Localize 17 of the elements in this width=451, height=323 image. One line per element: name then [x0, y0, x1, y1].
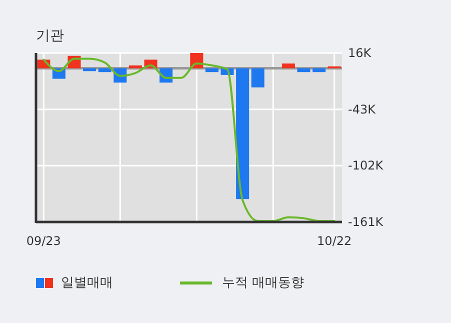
legend-label: 일별매매	[61, 276, 113, 290]
y-tick-label: -102K	[348, 158, 384, 173]
bar	[251, 68, 264, 88]
y-tick-label: -43K	[348, 102, 377, 116]
bar	[312, 68, 326, 72]
bar	[282, 64, 295, 68]
x-tick-label: 09/23	[26, 234, 61, 248]
y-tick-label: -161K	[348, 215, 384, 229]
bar	[128, 65, 142, 68]
bar	[297, 68, 310, 72]
x-tick-label: 10/22	[317, 234, 352, 248]
y-tick-label: 16K	[348, 46, 372, 60]
bar	[236, 68, 250, 200]
line-series	[42, 58, 336, 222]
legend-label: 누적 매매동향	[222, 276, 304, 290]
bar	[205, 68, 218, 72]
chart-title: 기관	[36, 28, 64, 44]
